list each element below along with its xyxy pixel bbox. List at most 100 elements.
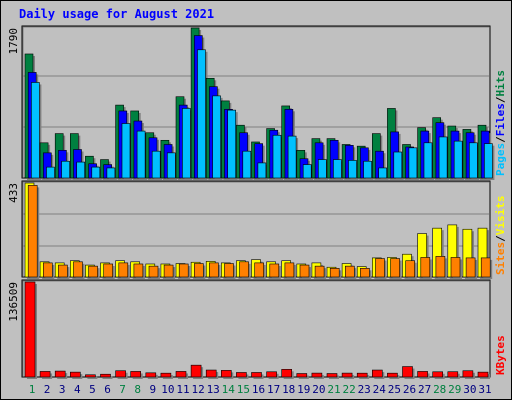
legend-entry-top-3: /: [494, 96, 507, 103]
x-tick-4: 4: [74, 383, 81, 396]
legend-entry-bottom-0: KBytes: [494, 335, 507, 375]
bar-sites-24: [375, 258, 385, 278]
x-tick-27: 27: [418, 383, 431, 396]
x-tick-17: 17: [267, 383, 280, 396]
bar-kbytes-24: [371, 369, 383, 378]
bar-sites-14: [224, 263, 234, 278]
legend-top: Pages/Files/Hits: [494, 70, 507, 176]
x-tick-24: 24: [373, 383, 387, 396]
bar-kbytes-9: [145, 372, 157, 378]
chart-title: Daily usage for August 2021: [19, 7, 215, 21]
bar-sites-15: [239, 261, 249, 278]
bar-pages-31: [484, 143, 493, 179]
bar-kbytes-7: [115, 370, 126, 378]
bar-pages-20: [317, 159, 327, 179]
x-tick-16: 16: [252, 383, 265, 396]
legend-middle: Sites/Visits: [494, 196, 507, 276]
bar-pages-22: [348, 160, 357, 179]
bar-sites-18: [284, 262, 295, 278]
bar-sites-7: [118, 262, 129, 278]
bar-sites-19: [299, 264, 310, 278]
bar-pages-9: [151, 150, 161, 179]
x-tick-10: 10: [161, 383, 174, 396]
bar-kbytes-15: [236, 372, 247, 378]
bar-pages-27: [423, 142, 433, 179]
bar-kbytes-4: [70, 371, 81, 378]
bar-pages-19: [302, 164, 312, 179]
bar-kbytes-1: [24, 281, 36, 378]
bar-pages-18: [287, 135, 297, 179]
bar-pages-6: [106, 167, 116, 179]
y-max-label-top: 1790: [7, 28, 20, 55]
x-tick-29: 29: [448, 383, 461, 396]
bar-kbytes-2: [39, 371, 51, 378]
bar-sites-30: [465, 257, 476, 278]
bar-kbytes-26: [402, 366, 413, 378]
bar-kbytes-10: [160, 372, 172, 378]
bar-pages-1: [31, 82, 40, 179]
bar-pages-14: [227, 109, 236, 179]
bar-kbytes-22: [341, 372, 353, 378]
bar-kbytes-5: [85, 374, 96, 378]
x-tick-22: 22: [342, 383, 355, 396]
legend-entry-middle-2: Visits: [494, 196, 507, 236]
bar-kbytes-13: [205, 369, 217, 378]
x-tick-15: 15: [237, 383, 250, 396]
legend-bottom: KBytes: [494, 335, 507, 375]
bar-pages-5: [91, 166, 101, 179]
bar-kbytes-20: [311, 372, 323, 378]
x-tick-31: 31: [478, 383, 491, 396]
y-max-label-bottom: 136509: [7, 282, 20, 322]
bar-kbytes-31: [477, 371, 489, 378]
x-tick-19: 19: [297, 383, 310, 396]
bar-sites-29: [450, 257, 461, 278]
bar-pages-23: [363, 160, 372, 179]
bar-sites-4: [73, 261, 83, 278]
bar-pages-25: [393, 151, 403, 179]
bar-pages-17: [272, 134, 282, 179]
bar-kbytes-17: [266, 371, 277, 378]
bar-kbytes-28: [432, 371, 444, 378]
x-tick-14: 14: [222, 383, 236, 396]
bar-sites-23: [360, 268, 370, 278]
bar-sites-27: [420, 257, 431, 278]
bar-kbytes-11: [175, 371, 187, 378]
bar-sites-22: [344, 265, 355, 278]
x-tick-30: 30: [463, 383, 476, 396]
bar-pages-26: [408, 147, 418, 179]
bar-kbytes-6: [100, 373, 111, 378]
bar-pages-4: [76, 161, 85, 179]
bar-pages-3: [61, 160, 70, 179]
legend-entry-top-0: Pages: [494, 143, 507, 176]
bar-pages-8: [136, 130, 146, 179]
bar-pages-2: [46, 166, 55, 179]
x-tick-8: 8: [134, 383, 141, 396]
x-tick-9: 9: [149, 383, 156, 396]
bar-kbytes-30: [462, 370, 474, 378]
bar-sites-21: [329, 268, 340, 278]
x-tick-26: 26: [403, 383, 416, 396]
bar-kbytes-16: [251, 372, 262, 378]
x-tick-5: 5: [89, 383, 96, 396]
bar-kbytes-3: [54, 370, 66, 378]
bar-pages-28: [438, 136, 448, 179]
x-tick-12: 12: [191, 383, 204, 396]
bar-pages-16: [257, 162, 267, 179]
legend-entry-middle-1: /: [494, 235, 507, 242]
bar-sites-31: [480, 257, 491, 278]
bar-kbytes-27: [417, 371, 428, 378]
bar-sites-1: [27, 185, 38, 278]
bar-kbytes-23: [356, 372, 368, 378]
bar-kbytes-12: [190, 364, 202, 378]
bar-sites-17: [269, 263, 280, 278]
legend-entry-middle-0: Sites: [494, 242, 507, 275]
panel-bottom: [21, 279, 491, 378]
bar-pages-11: [182, 108, 191, 179]
bar-sites-10: [163, 264, 174, 278]
bar-kbytes-8: [130, 371, 141, 378]
bar-kbytes-29: [447, 371, 459, 378]
bar-sites-2: [42, 262, 53, 278]
x-tick-28: 28: [433, 383, 446, 396]
bar-sites-9: [148, 265, 159, 278]
legend-entry-top-1: /: [494, 136, 507, 143]
